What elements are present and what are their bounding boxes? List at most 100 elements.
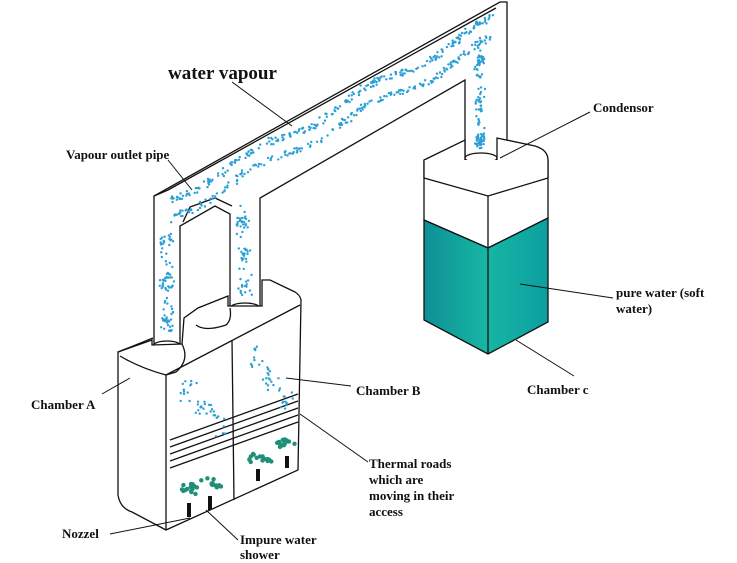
particle-dot <box>452 44 455 48</box>
particle-dot <box>223 186 227 189</box>
particle-dot <box>171 265 174 269</box>
particle-dot <box>242 223 245 226</box>
particle-dot <box>270 380 273 383</box>
particle-dot <box>196 208 200 212</box>
particle-dot <box>162 239 165 242</box>
particle-dot <box>257 165 260 168</box>
particle-dot <box>221 191 224 194</box>
particle-dot <box>247 279 250 282</box>
particle-dot <box>438 56 441 59</box>
particle-dot <box>269 158 272 162</box>
label-thermal-line2: which are <box>369 472 424 487</box>
particle-dot <box>265 456 270 462</box>
particle-dot <box>226 186 229 189</box>
particle-dot <box>186 210 190 213</box>
particle-dot <box>235 182 239 186</box>
particle-dot <box>211 194 214 198</box>
particle-dot <box>265 382 268 385</box>
particle-dot <box>399 71 402 74</box>
particle-dot <box>400 69 404 72</box>
particle-dot <box>482 142 485 146</box>
particle-dot <box>359 103 363 107</box>
particle-dot <box>209 403 213 407</box>
particle-dot <box>185 189 189 193</box>
particle-dot <box>238 155 241 159</box>
particle-dot <box>166 321 169 324</box>
label-pure-water-line1: pure water (soft <box>616 285 705 300</box>
particle-dot <box>288 133 291 136</box>
particle-dot <box>399 92 402 96</box>
particle-dot <box>281 400 285 403</box>
particle-dot <box>241 175 244 178</box>
particle-dot <box>436 55 439 58</box>
particle-dot <box>323 119 327 122</box>
particle-dot <box>300 147 304 150</box>
particle-dot <box>430 81 433 85</box>
particle-dot <box>240 221 244 224</box>
particle-dot <box>348 100 351 104</box>
particle-dot <box>283 151 286 154</box>
particle-dot <box>477 87 480 91</box>
particle-dot <box>359 109 362 113</box>
particle-dot <box>171 311 175 314</box>
particle-dot <box>223 432 227 435</box>
particle-dot <box>162 242 165 245</box>
particle-dot <box>217 483 222 488</box>
particle-dot <box>191 211 194 215</box>
particle-dot <box>250 273 253 277</box>
particle-dot <box>394 70 397 74</box>
particle-dot <box>234 159 237 162</box>
particle-dot <box>485 36 488 39</box>
particle-dot <box>408 69 411 73</box>
particle-dot <box>381 98 384 102</box>
particle-dot <box>462 50 466 53</box>
particle-dot <box>314 127 317 130</box>
particle-dot <box>221 432 225 435</box>
particle-dot <box>298 147 301 150</box>
particle-dot <box>182 390 186 393</box>
particle-dot <box>283 407 287 410</box>
particle-dot <box>243 216 246 219</box>
particle-dot <box>474 100 477 103</box>
particle-dot <box>401 74 404 77</box>
particle-dot <box>180 214 183 218</box>
particle-dot <box>363 102 366 106</box>
particle-dot <box>221 173 224 176</box>
particle-dot <box>449 63 453 66</box>
particle-dot <box>478 36 482 40</box>
particle-dot <box>244 257 248 260</box>
particle-dot <box>173 213 177 216</box>
particle-dot <box>285 403 288 406</box>
particle-dot <box>370 99 373 102</box>
particle-dot <box>431 59 434 62</box>
particle-dot <box>388 77 392 80</box>
particle-dot <box>182 388 185 391</box>
particle-dot <box>482 58 486 61</box>
particle-dot <box>479 39 482 42</box>
particle-dot <box>184 380 187 383</box>
particle-dot <box>178 197 181 201</box>
particle-dot <box>440 48 443 51</box>
particle-dot <box>477 96 480 99</box>
particle-dot <box>467 52 470 56</box>
particle-dot <box>165 252 168 255</box>
particle-dot <box>163 235 166 238</box>
particle-dot <box>179 399 182 403</box>
particle-dot <box>247 219 251 223</box>
particle-dot <box>338 122 341 125</box>
particle-dot <box>289 152 292 155</box>
particle-dot <box>479 49 482 52</box>
particle-dot <box>291 397 294 400</box>
particle-dot <box>302 131 305 134</box>
particle-dot <box>484 42 487 45</box>
particle-dot <box>266 156 270 160</box>
particle-dot <box>248 249 252 252</box>
label-thermal-line3: moving in their <box>369 488 454 503</box>
particle-dot <box>314 124 317 127</box>
particle-dot <box>360 106 364 110</box>
particle-dot <box>479 92 482 96</box>
particle-dot <box>474 65 477 69</box>
particle-dot <box>215 416 218 419</box>
particle-dot <box>246 252 249 256</box>
